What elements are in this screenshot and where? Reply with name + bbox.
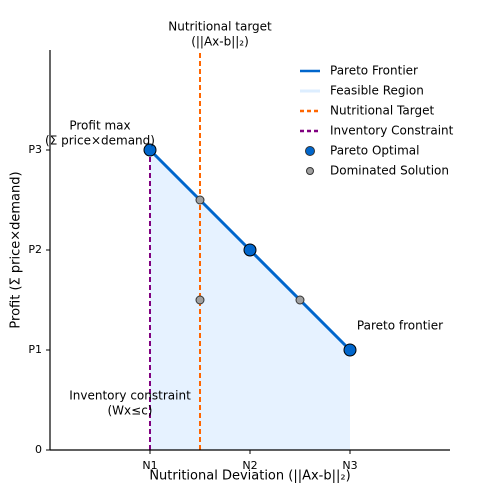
legend-marker bbox=[305, 146, 315, 156]
point bbox=[243, 243, 257, 257]
annotation: Profit max bbox=[69, 119, 130, 133]
legend-label: Pareto Optimal bbox=[330, 144, 419, 158]
point bbox=[295, 295, 305, 305]
x-axis-label: Nutritional Deviation (||Ax-b||₂) bbox=[149, 469, 350, 484]
point bbox=[143, 143, 157, 157]
legend-label: Nutritional Target bbox=[330, 104, 434, 118]
point bbox=[343, 343, 357, 357]
annotation: Nutritional target bbox=[168, 20, 272, 34]
legend-label: Feasible Region bbox=[330, 84, 424, 98]
annotation: (||Ax-b||₂) bbox=[191, 35, 249, 49]
y-tick-label: P3 bbox=[28, 143, 42, 156]
x-tick-label: N1 bbox=[142, 459, 157, 472]
point bbox=[195, 195, 205, 205]
feasible-region bbox=[150, 150, 350, 450]
legend-marker bbox=[306, 167, 314, 175]
x-tick-label: N3 bbox=[342, 459, 357, 472]
annotation: (Wx≤c) bbox=[108, 404, 153, 418]
y-tick-label: 0 bbox=[35, 443, 42, 456]
annotation: (Σ price×demand) bbox=[45, 134, 155, 148]
legend-label: Dominated Solution bbox=[330, 164, 449, 178]
legend-label: Inventory Constraint bbox=[330, 124, 454, 138]
y-tick-label: P2 bbox=[28, 243, 42, 256]
x-tick-label: N2 bbox=[242, 459, 257, 472]
legend-label: Pareto Frontier bbox=[330, 64, 418, 78]
annotation: Inventory constraint bbox=[69, 389, 191, 403]
y-tick-label: P1 bbox=[28, 343, 42, 356]
annotation: Pareto frontier bbox=[357, 319, 443, 333]
point bbox=[195, 295, 205, 305]
y-axis-label: Profit (Σ price×demand) bbox=[9, 171, 24, 328]
